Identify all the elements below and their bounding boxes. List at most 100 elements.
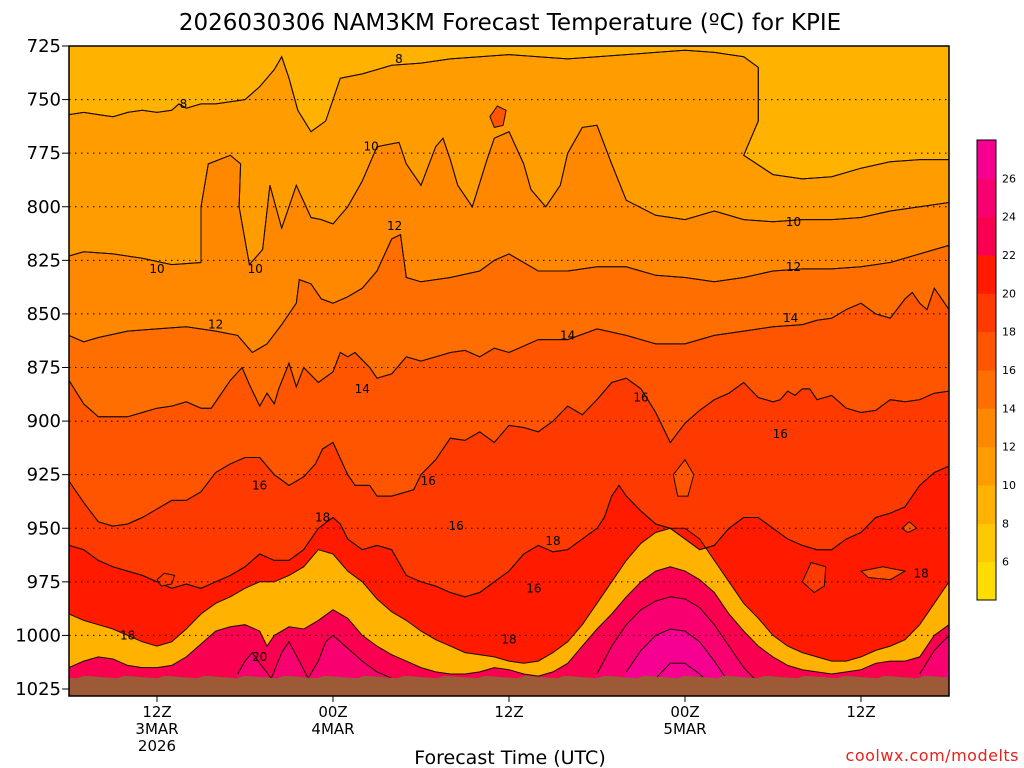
pressure-gridlines xyxy=(69,46,949,690)
contour-label: 12 xyxy=(208,318,223,332)
contour-cell-3 xyxy=(801,561,827,594)
contour-label: 12 xyxy=(387,219,402,233)
colorbar-tick-label: 16 xyxy=(1002,364,1016,377)
contour-label: 8 xyxy=(395,52,403,66)
ground-surface xyxy=(69,675,949,696)
y-tick-label: 875 xyxy=(27,358,61,379)
temp-band-18c xyxy=(69,378,949,597)
contour-line-24c xyxy=(237,634,422,688)
x-axis-label: Forecast Time (UTC) xyxy=(414,747,605,768)
colorbar-swatch xyxy=(977,140,996,179)
colorbar-swatch xyxy=(977,446,996,486)
colorbar-swatch xyxy=(977,178,996,218)
colorbar-tick-label: 14 xyxy=(1002,402,1016,415)
contour-label: 10 xyxy=(786,215,801,229)
colorbar-tick-label: 12 xyxy=(1002,441,1016,454)
contour-label: 18 xyxy=(913,566,928,580)
contour-line-24c xyxy=(596,596,759,683)
watermark-text: coolwx.com/modelts xyxy=(846,746,1019,765)
contour-label: 10 xyxy=(248,262,263,276)
x-tick-label: 2026 xyxy=(138,737,176,755)
y-tick-label: 775 xyxy=(27,143,61,164)
contour-label: 12 xyxy=(786,260,801,274)
colorbar-tick-label: 26 xyxy=(1002,172,1016,185)
contour-line-20c xyxy=(69,465,949,664)
contour-label: 18 xyxy=(545,534,560,548)
temp-band-12c xyxy=(69,125,949,353)
contour-cell-5 xyxy=(901,521,918,534)
contour-cell-4 xyxy=(859,566,907,581)
contour-label: 18 xyxy=(315,511,330,525)
x-tick-label: 4MAR xyxy=(311,720,354,738)
x-tick-label: 12Z xyxy=(846,703,875,721)
contour-label: 16 xyxy=(526,581,541,595)
colorbar-legend: 6 8 10 12 14 16 18 20 22 24 26 xyxy=(976,139,1016,601)
colorbar-tick-label: 20 xyxy=(1002,287,1016,300)
plot-area: 8 8 10 10 10 12 10 12 12 14 14 14 16 16 16 16 18 16 18 18 16… xyxy=(69,46,949,696)
colorbar-tick-label: 6 xyxy=(1002,556,1009,569)
colorbar-swatch xyxy=(977,370,996,409)
y-tick-label: 1000 xyxy=(15,625,61,646)
y-tick-label: 825 xyxy=(27,250,61,271)
colorbar-swatch xyxy=(977,485,996,524)
contour-label: 14 xyxy=(560,328,575,342)
contour-label: 14 xyxy=(355,382,370,396)
x-tick-label: 12Z xyxy=(494,703,523,721)
chart-title: 2026030306 NAM3KM Forecast Temperature (… xyxy=(179,10,841,36)
colorbar-swatch xyxy=(977,293,996,333)
ground-fill xyxy=(69,675,949,696)
colorbar-tick-label: 18 xyxy=(1002,326,1016,339)
colorbar-tick-label: 8 xyxy=(1002,517,1009,530)
colorbar-swatch xyxy=(977,561,996,601)
x-tick-label: 3MAR xyxy=(135,720,178,738)
temp-band-20c xyxy=(69,466,949,664)
temp-band-16c xyxy=(69,288,949,527)
y-tick-label: 850 xyxy=(27,304,61,325)
y-tick-label: 975 xyxy=(27,572,61,593)
y-tick-label: 950 xyxy=(27,518,61,539)
colorbar-swatch xyxy=(977,216,996,256)
temp-band-10c xyxy=(69,50,949,265)
y-tick-label: 800 xyxy=(27,197,61,218)
y-tick-label: 750 xyxy=(27,90,61,111)
contour-label: 16 xyxy=(421,474,436,488)
temp-band-8c xyxy=(69,46,949,179)
temperature-bands xyxy=(69,46,949,696)
contour-label: 16 xyxy=(449,519,464,533)
contour-cell-1 xyxy=(672,458,695,497)
contour-label: 10 xyxy=(149,262,164,276)
contour-cell-0 xyxy=(489,105,507,128)
colorbar-tick-label: 24 xyxy=(1002,211,1016,224)
contour-line-24c xyxy=(919,635,949,675)
contour-label: 20 xyxy=(252,650,267,664)
colorbar-swatch xyxy=(977,408,996,448)
colorbar-tick-label: 10 xyxy=(1002,479,1016,492)
y-tick-label: 725 xyxy=(27,36,61,57)
x-tick-label: 00Z xyxy=(670,703,699,721)
contour-cell-2 xyxy=(156,572,176,587)
contour-label: 16 xyxy=(773,427,788,441)
colorbar-tick-label: 22 xyxy=(1002,249,1016,262)
colorbar-swatch xyxy=(977,523,996,563)
x-tick-label: 5MAR xyxy=(663,720,706,738)
y-axis: 725 750 775 800 825 850 875 900 925 950 975 1000 102… xyxy=(15,36,69,700)
contour-label: 16 xyxy=(633,391,648,405)
y-tick-label: 900 xyxy=(27,411,61,432)
contour-label: 14 xyxy=(783,311,798,325)
contour-label: 16 xyxy=(252,478,267,492)
contour-labels: 8 8 10 10 10 12 10 12 12 14 14 14 16 16 16 16 18 16 18 18 16… xyxy=(120,52,929,664)
x-tick-label: 00Z xyxy=(318,703,347,721)
x-tick-label: 12Z xyxy=(142,703,171,721)
colorbar-swatch xyxy=(977,255,996,294)
contour-label: 18 xyxy=(501,633,516,647)
contour-label: 8 xyxy=(180,97,188,111)
colorbar-swatch xyxy=(977,331,996,371)
contour-lines xyxy=(69,46,949,690)
y-tick-label: 925 xyxy=(27,465,61,486)
contour-label: 18 xyxy=(120,628,135,642)
contour-label: 10 xyxy=(363,140,378,154)
colorbar-frame xyxy=(976,139,997,601)
contour-line-26c xyxy=(625,628,730,683)
